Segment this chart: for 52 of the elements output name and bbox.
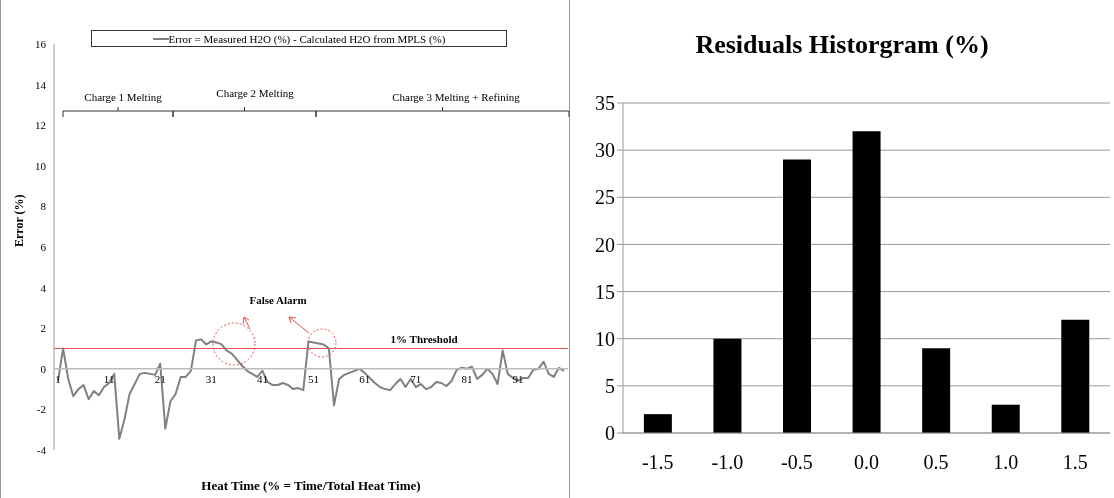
bar bbox=[783, 159, 812, 433]
bar bbox=[991, 404, 1020, 433]
y-tick-label: 25 bbox=[595, 186, 615, 209]
annotation: False Alarm bbox=[248, 294, 308, 306]
bar bbox=[922, 348, 951, 433]
bar bbox=[852, 131, 881, 433]
annotation: Charge 3 Melting + Refining bbox=[391, 91, 521, 103]
y-tick-label: 30 bbox=[595, 139, 615, 162]
legend-label: Error = Measured H2O (%) - Calculated H2O from MPLS (%) bbox=[168, 32, 446, 45]
y-tick-label: -4 bbox=[36, 443, 47, 456]
bar bbox=[713, 338, 742, 433]
y-tick-label: 20 bbox=[595, 233, 615, 256]
chart-title: Residuals Historgram (%) bbox=[694, 30, 990, 60]
y-tick-label: 0 bbox=[605, 422, 615, 445]
y-tick-label: 6 bbox=[40, 240, 47, 253]
y-tick-label: 10 bbox=[35, 159, 47, 172]
x-axis-title: Heat Time (% = Time/Total Heat Time) bbox=[201, 478, 421, 493]
x-tick-label: 11 bbox=[103, 372, 115, 385]
y-tick-label: 10 bbox=[595, 327, 615, 350]
y-axis-title: Error (%) bbox=[12, 194, 27, 247]
x-tick-label: 1 bbox=[55, 372, 61, 385]
x-tick-label: 41 bbox=[256, 372, 268, 385]
x-tick-label: -1.0 bbox=[711, 451, 744, 474]
y-tick-label: 5 bbox=[605, 374, 615, 397]
x-tick-label: 51 bbox=[308, 372, 320, 385]
annotation: Charge 2 Melting bbox=[216, 87, 294, 99]
x-tick-label: 21 bbox=[154, 372, 166, 385]
x-tick-label: 71 bbox=[410, 372, 422, 385]
x-tick-label: 81 bbox=[461, 372, 473, 385]
x-tick-label: 61 bbox=[359, 372, 371, 385]
ref-line-label: 1% Threshold bbox=[390, 332, 458, 345]
y-tick-label: 14 bbox=[35, 78, 47, 91]
y-tick-label: -2 bbox=[36, 403, 46, 416]
y-tick-label: 35 bbox=[595, 92, 615, 115]
y-tick-label: 15 bbox=[595, 280, 615, 303]
y-tick-label: 16 bbox=[35, 37, 47, 50]
y-tick-label: 2 bbox=[40, 322, 46, 335]
x-tick-label: -1.5 bbox=[641, 451, 674, 474]
x-tick-label: 0.5 bbox=[923, 451, 949, 474]
y-tick-label: 4 bbox=[40, 281, 47, 294]
y-tick-label: 0 bbox=[40, 362, 47, 375]
y-tick-label: 8 bbox=[40, 200, 47, 213]
x-tick-label: 31 bbox=[205, 372, 217, 385]
x-tick-label: -0.5 bbox=[781, 451, 813, 474]
x-tick-label: 0.0 bbox=[854, 451, 879, 474]
bar bbox=[1061, 319, 1090, 433]
bar bbox=[643, 414, 672, 433]
annotation: Charge 1 Melting bbox=[84, 91, 162, 103]
x-tick-label: 1.0 bbox=[993, 451, 1019, 474]
x-tick-label: 91 bbox=[512, 372, 524, 385]
y-tick-label: 12 bbox=[35, 119, 46, 132]
x-tick-label: 1.5 bbox=[1062, 451, 1088, 474]
